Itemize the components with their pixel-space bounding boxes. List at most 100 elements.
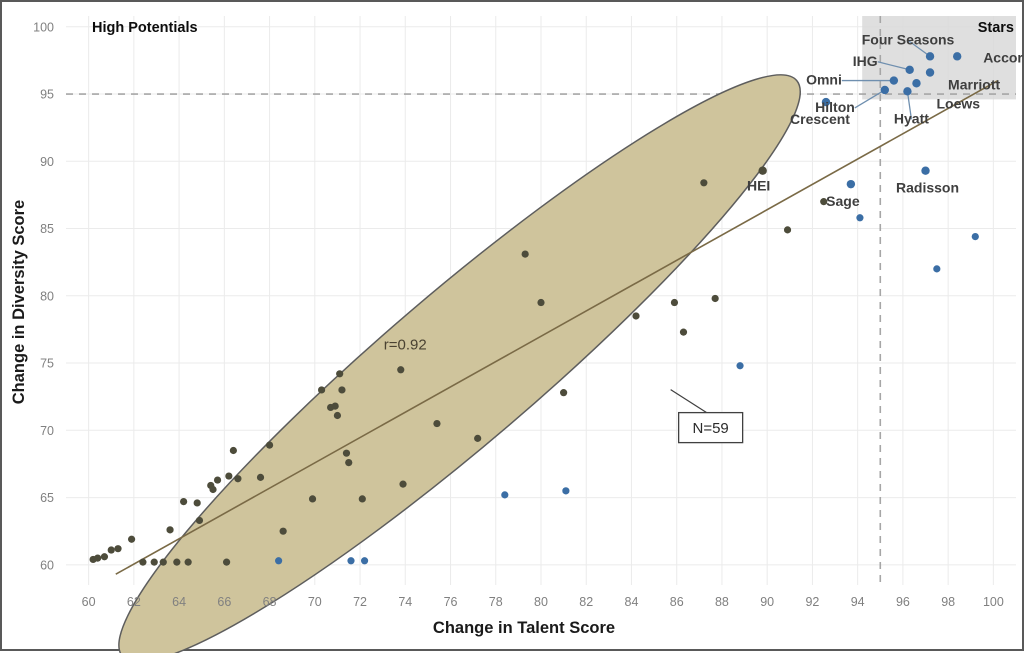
data-point [195, 516, 204, 525]
data-point-label: Hilton [815, 99, 855, 115]
y-tick-label: 75 [40, 357, 54, 371]
labeled-data-point [758, 166, 767, 175]
data-point-label: Accor [983, 49, 1023, 65]
correlation-ellipse [118, 74, 801, 653]
labeled-data-point [846, 179, 856, 189]
data-point [234, 475, 242, 483]
data-point [933, 265, 941, 273]
data-point-label: Radisson [896, 180, 959, 196]
leader-line [907, 39, 931, 57]
x-tick-label: 66 [217, 595, 231, 609]
data-point [94, 554, 102, 562]
data-point-label: Marriott [948, 76, 1000, 92]
data-point [114, 545, 122, 553]
labeled-data-point [925, 52, 935, 61]
x-tick-label: 90 [760, 595, 774, 609]
data-point [308, 495, 317, 503]
x-tick-label: 88 [715, 595, 729, 609]
data-point [358, 495, 366, 503]
data-point [474, 434, 482, 442]
callout-leader-line [670, 389, 707, 414]
data-point [736, 362, 744, 370]
labeled-data-point [912, 79, 921, 88]
data-point [150, 558, 158, 566]
data-point [331, 402, 339, 410]
x-tick-label: 100 [983, 595, 1004, 609]
data-point [275, 557, 283, 565]
labeled-data-point [952, 52, 962, 61]
data-point [537, 298, 545, 307]
data-point [225, 472, 233, 480]
point-labels: Crescent HEI Sage Radisson Four Seasons Accor… [747, 31, 1023, 209]
labeled-data-point [921, 166, 930, 175]
data-point [632, 312, 640, 320]
data-point [399, 480, 407, 488]
data-point [213, 476, 222, 484]
data-point [317, 386, 326, 394]
x-tick-label: 96 [896, 595, 910, 609]
data-point [139, 558, 147, 566]
y-tick-label: 90 [40, 155, 54, 169]
y-tick-label: 80 [40, 289, 54, 303]
x-tick-label: 64 [172, 595, 186, 609]
data-point [265, 441, 274, 449]
data-point-label: IHG [853, 53, 878, 69]
data-point [433, 419, 441, 428]
data-point [184, 558, 192, 566]
x-tick-label: 60 [82, 595, 96, 609]
data-point [173, 558, 181, 566]
y-tick-label: 85 [40, 222, 54, 236]
x-tick-label: 72 [353, 595, 367, 609]
data-points [89, 52, 979, 566]
data-point [856, 214, 864, 222]
data-point [256, 473, 265, 481]
x-tick-label: 80 [534, 595, 548, 609]
x-axis-title: Change in Talent Score [433, 619, 615, 637]
data-point [336, 370, 344, 378]
data-point [159, 558, 167, 566]
x-tick-label: 94 [851, 595, 865, 609]
data-point-label: Four Seasons [862, 31, 955, 47]
data-point-label: Omni [806, 72, 842, 88]
x-tick-label: 92 [805, 595, 819, 609]
x-tick-label: 68 [263, 595, 277, 609]
data-point-label: Crescent [790, 111, 850, 127]
label-leader-lines [841, 39, 931, 120]
y-axis-tick-labels: 60 65 70 75 80 85 90 95 100 [33, 20, 54, 572]
labeled-data-point [889, 76, 899, 85]
data-point [670, 298, 679, 307]
leader-line [854, 89, 886, 109]
data-point [180, 498, 188, 506]
callout-box [677, 411, 744, 444]
data-point [279, 527, 287, 535]
x-tick-label: 74 [398, 595, 412, 609]
data-point [700, 179, 708, 187]
callout-text: N=59 [693, 420, 729, 437]
quadrant-label-high-potentials: High Potentials [92, 20, 198, 36]
leader-line [906, 91, 913, 120]
data-point [820, 198, 828, 206]
data-point [333, 411, 342, 420]
data-point [562, 487, 570, 495]
ellipse-shape [118, 74, 801, 653]
y-tick-label: 95 [40, 88, 54, 102]
reference-lines [66, 16, 1016, 585]
data-point [193, 499, 201, 507]
y-tick-label: 70 [40, 424, 54, 438]
data-point [711, 294, 719, 303]
x-tick-label: 84 [625, 595, 639, 609]
x-tick-label: 86 [670, 595, 684, 609]
data-point [347, 557, 355, 565]
data-point [107, 546, 115, 554]
data-point-label: Loews [936, 95, 980, 111]
data-point [783, 226, 792, 234]
data-point [971, 233, 979, 241]
data-point [338, 386, 346, 394]
data-point [209, 485, 217, 494]
labeled-data-point [925, 68, 935, 77]
y-tick-label: 60 [40, 558, 54, 572]
quadrant-label-stars: Stars [978, 20, 1014, 36]
x-tick-label: 62 [127, 595, 141, 609]
x-axis-tick-labels: 60 62 64 66 68 70 72 74 76 78 80 82 84 86 88 90 92 94 96 98… [82, 595, 1004, 609]
